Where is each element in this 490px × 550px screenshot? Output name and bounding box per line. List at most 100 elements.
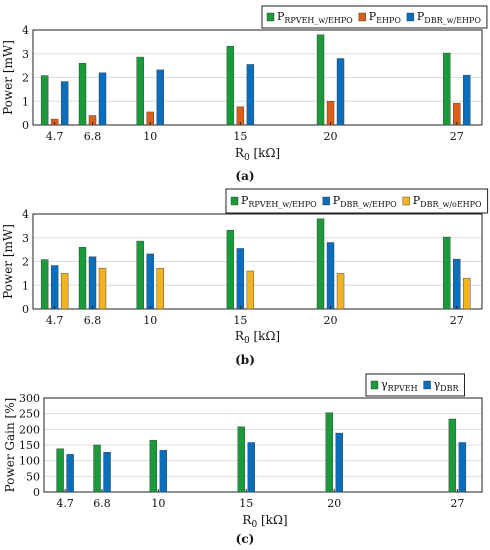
- bar-rpveh-w-ehpo: [78, 63, 87, 126]
- bar-dbr-w-ehpo: [236, 248, 245, 310]
- bar-rpveh-w-ehpo: [316, 34, 325, 126]
- y-tick-label: 1: [22, 95, 29, 108]
- bar-rpveh-w-ehpo: [78, 247, 87, 310]
- bar-dbr-w-oehpo: [60, 273, 69, 310]
- legend: PRPVEH_w/EHPO PDBR_w/EHPO PDBR_w/oEHPO: [225, 188, 489, 214]
- y-tick-label: 0: [22, 119, 29, 132]
- legend-box: [225, 188, 489, 214]
- bar-dbr: [103, 452, 111, 493]
- chart-1: 0 1 2 3 4 4.7 6.8 10 15 20 27 Power [mW] R0 [kΩ] (a) P…: [1, 5, 488, 183]
- x-tick-label: 10: [143, 314, 157, 327]
- bar-dbr-w-ehpo: [336, 58, 345, 126]
- legend-swatch: [423, 380, 431, 390]
- bar-dbr-w-oehpo: [246, 270, 255, 310]
- bar-dbr-w-ehpo: [156, 69, 164, 126]
- y-tick-label: 150: [19, 439, 40, 452]
- legend-label: PDBR_w/oEHPO: [413, 194, 482, 209]
- y-tick-label: 3: [22, 232, 29, 245]
- x-tick-label: 6.8: [84, 130, 102, 143]
- bar-dbr-w-ehpo: [246, 64, 255, 126]
- legend-item: PDBR_w/EHPO: [322, 194, 397, 209]
- bar-dbr-w-ehpo: [146, 253, 154, 310]
- legend-label: PRPVEH_w/EHPO: [241, 194, 317, 209]
- legend-label: γDBR: [434, 378, 460, 393]
- x-tick-label: 20: [324, 130, 338, 143]
- y-tick-label: 50: [26, 470, 40, 483]
- bar-rpveh-w-ehpo: [40, 75, 49, 126]
- x-tick-label: 27: [450, 130, 464, 143]
- legend-box: [261, 5, 488, 29]
- bar-dbr: [458, 442, 467, 493]
- x-tick-label: 6.8: [93, 497, 111, 510]
- bar-dbr-w-oehpo: [463, 277, 471, 310]
- legend-item: PEHPO: [358, 10, 402, 25]
- y-axis-label: Power [mW]: [1, 224, 15, 299]
- x-tick-label: 6.8: [84, 314, 102, 327]
- legend-swatch: [406, 12, 415, 22]
- bar-dbr-w-ehpo: [98, 72, 107, 126]
- bar-dbr-w-ehpo: [88, 256, 97, 310]
- bar-rpveh: [448, 418, 457, 493]
- chart-3: 0 50 100 150 200 250 300 4.7 6.8 10 15 20 27 Power Ga…: [3, 373, 483, 546]
- bar-rpveh: [56, 448, 64, 493]
- y-axis-label: Power [mW]: [1, 40, 15, 115]
- legend-swatch: [358, 12, 366, 22]
- bar-rpveh: [149, 440, 158, 493]
- y-tick-label: 0: [33, 486, 40, 499]
- legend-swatch: [402, 196, 410, 206]
- bar-rpveh-w-ehpo: [226, 229, 235, 310]
- bar-dbr-w-ehpo: [60, 81, 69, 126]
- axes-frame: [32, 29, 483, 126]
- bar-rpveh-w-ehpo: [226, 45, 235, 126]
- legend-label: PDBR_w/EHPO: [417, 10, 481, 25]
- y-tick-label: 100: [19, 455, 40, 468]
- bar-dbr-w-ehpo: [50, 265, 59, 310]
- x-tick-label: 15: [233, 130, 247, 143]
- legend: γRPVEH γDBR: [365, 373, 465, 397]
- panel-caption: (b): [235, 353, 255, 367]
- panel-caption: (c): [236, 532, 255, 546]
- x-axis-label: R0 [kΩ]: [242, 513, 287, 530]
- bar-dbr: [335, 432, 343, 493]
- bar-dbr-w-ehpo: [463, 74, 471, 126]
- bar-rpveh: [237, 426, 245, 493]
- legend-swatch: [370, 380, 379, 390]
- x-tick-label: 20: [327, 497, 341, 510]
- legend-swatch: [230, 196, 239, 206]
- legend-label: γRPVEH: [381, 378, 418, 393]
- legend-item: γRPVEH: [370, 378, 418, 393]
- legend-label: PRPVEH_w/EHPO: [277, 10, 353, 25]
- legend-label: PDBR_w/EHPO: [333, 194, 397, 209]
- bar-dbr: [159, 450, 168, 493]
- chart-2: 0 1 2 3 4 4.7 6.8 10 15 20 27 Power [mW] R0 [kΩ] (b) P…: [1, 188, 489, 367]
- axes-frame: [32, 213, 483, 310]
- x-axis-label: R0 [kΩ]: [235, 329, 280, 346]
- y-tick-label: 1: [22, 279, 29, 292]
- legend-label: PEHPO: [369, 10, 402, 25]
- y-axis-label: Power Gain [%]: [3, 398, 17, 493]
- bar-dbr-w-ehpo: [453, 258, 461, 310]
- bar-rpveh-w-ehpo: [443, 236, 451, 310]
- x-tick-label: 15: [239, 497, 253, 510]
- bar-dbr-w-oehpo: [156, 267, 164, 310]
- y-tick-label: 4: [22, 24, 29, 37]
- legend-swatch: [266, 12, 275, 22]
- legend: PRPVEH_w/EHPO PEHPO PDBR_w/EHPO: [261, 5, 488, 29]
- y-tick-label: 2: [22, 256, 29, 269]
- bar-dbr-w-oehpo: [98, 267, 107, 310]
- x-tick-label: 10: [151, 497, 165, 510]
- x-tick-label: 20: [324, 314, 338, 327]
- legend-item: γDBR: [423, 378, 460, 393]
- x-axis-label: R0 [kΩ]: [235, 146, 280, 163]
- bar-rpveh-w-ehpo: [40, 259, 49, 310]
- bar-dbr: [66, 454, 74, 493]
- axes-frame: [43, 397, 483, 493]
- x-tick-label: 27: [450, 314, 464, 327]
- bar-rpveh-w-ehpo: [316, 218, 325, 310]
- y-tick-label: 0: [22, 303, 29, 316]
- y-tick-label: 3: [22, 48, 29, 61]
- bar-dbr-w-oehpo: [336, 273, 345, 310]
- legend-item: PDBR_w/EHPO: [406, 10, 481, 25]
- bar-rpveh-w-ehpo: [443, 52, 451, 126]
